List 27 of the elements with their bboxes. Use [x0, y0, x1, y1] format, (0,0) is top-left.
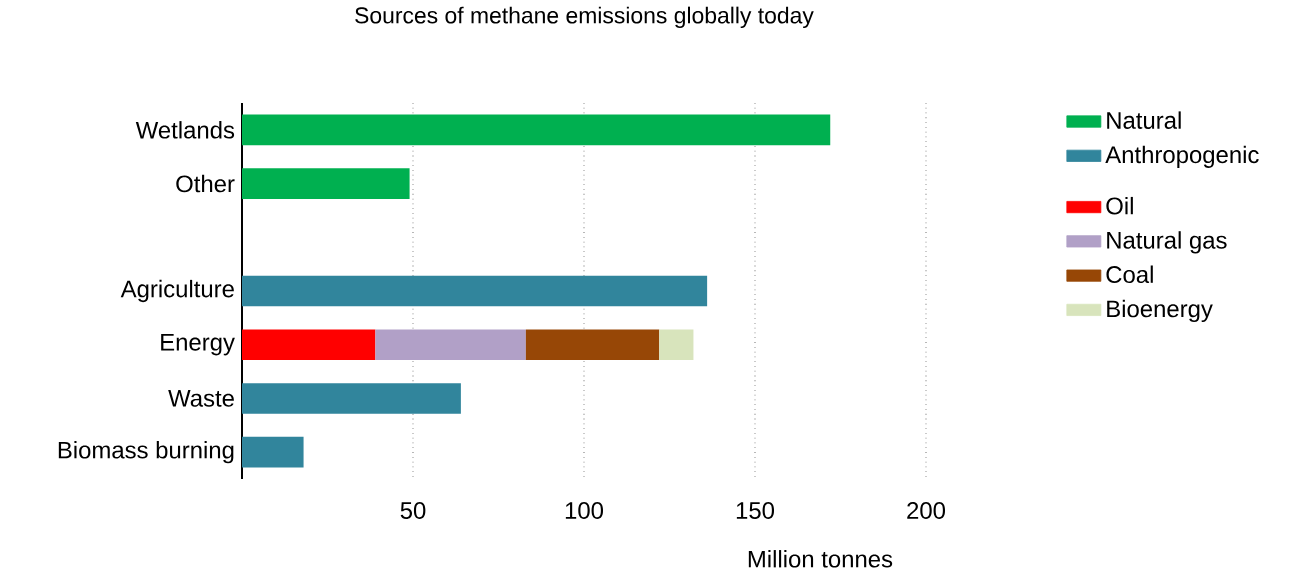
y-tick-label: Energy	[161, 334, 235, 356]
y-tick-label: Biomass burning	[58, 441, 234, 464]
bar	[242, 436, 304, 468]
x-tick-label: 150	[736, 502, 775, 519]
x-tick-label: 200	[907, 502, 946, 519]
bar	[659, 329, 694, 361]
bar	[242, 329, 376, 361]
legend-label: Natural	[1107, 111, 1181, 129]
bar	[525, 329, 660, 361]
bar	[242, 275, 708, 307]
legend-label: Anthropogenic	[1105, 145, 1259, 168]
bar	[375, 329, 526, 361]
y-tick-label: Other	[176, 174, 235, 193]
chart-title: Sources of methane emissions globally today	[355, 6, 814, 28]
x-axis-title: Million tonnes	[748, 550, 893, 568]
bar	[242, 383, 461, 414]
legend-label: Oil	[1106, 196, 1133, 215]
legend-label: Coal	[1106, 265, 1153, 284]
x-tick-label: 50	[400, 502, 426, 519]
bar	[242, 114, 831, 146]
y-tick-label: Agriculture	[120, 279, 234, 303]
bar	[242, 168, 410, 199]
legend-label: Natural gas	[1107, 231, 1227, 254]
y-tick-label: Waste	[168, 390, 234, 407]
x-tick-label: 100	[565, 502, 604, 519]
y-tick-label: Wetlands	[135, 121, 235, 139]
legend-label: Bioenergy	[1107, 299, 1213, 323]
